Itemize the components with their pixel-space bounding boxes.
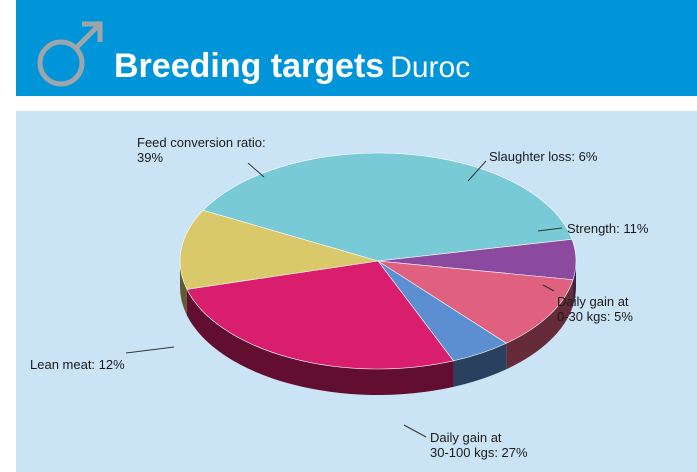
pie-side-lean-meat (180, 261, 187, 316)
label-daily-gain-0-30-line1: Daily gain at (557, 294, 629, 309)
pie-side-strength (506, 279, 573, 370)
header-background (16, 0, 697, 96)
label-slaughter-loss: Slaughter loss: 6% (489, 149, 597, 164)
infographic: Breeding targets Duroc Feed conversion ra… (16, 0, 697, 472)
pie-slice-feed-conversion (202, 152, 573, 262)
leader-line-daily-gain-30-100 (403, 424, 427, 438)
label-strength: Strength: 11% (567, 221, 648, 236)
pie-side-daily-gain-0-30 (453, 343, 507, 387)
header-bar (16, 0, 697, 96)
label-daily-gain-30-100-line2: 30-100 kgs: 27% (430, 445, 528, 460)
label-strength-line1: Strength: 11% (567, 221, 649, 236)
label-daily-gain-30-100-line1: Daily gain at (430, 430, 502, 445)
leader-line-strength (537, 227, 563, 232)
label-daily-gain-0-30: Daily gain at 0-30 kgs: 5% (557, 294, 633, 324)
pie-slice-strength (377, 260, 574, 344)
leader-line-slaughter-loss (467, 160, 487, 182)
label-feed-conversion-line1: Feed conversion ratio: (137, 135, 266, 150)
label-daily-gain-30-100: Daily gain at 30-100 kgs: 27% (430, 430, 528, 460)
title-main: Breeding targets (114, 47, 385, 85)
page-title: Breeding targets Duroc (114, 46, 470, 88)
label-feed-conversion: Feed conversion ratio: 39% (137, 135, 266, 165)
pie-slice-lean-meat (179, 209, 379, 290)
male-symbol-icon (37, 21, 103, 87)
pie-side-daily-gain-30-100 (186, 289, 454, 396)
leader-line-daily-gain-0-30 (542, 284, 555, 292)
label-feed-conversion-line2: 39% (137, 150, 164, 165)
label-daily-gain-0-30-line2: 0-30 kgs: 5% (557, 309, 633, 324)
label-lean-meat: Lean meat: 12% (30, 357, 125, 372)
title-sub: Duroc (390, 51, 471, 84)
pie-slice-daily-gain-30-100 (186, 260, 454, 370)
pie-chart (125, 152, 577, 438)
chart-area: Feed conversion ratio: 39% Slaughter los… (16, 111, 697, 472)
label-lean-meat-line1: Lean meat: 12% (30, 357, 125, 372)
label-slaughter-loss-line1: Slaughter loss: 6% (489, 149, 598, 164)
leader-line-feed-conversion (247, 162, 265, 178)
leader-line-lean-meat (125, 346, 175, 354)
